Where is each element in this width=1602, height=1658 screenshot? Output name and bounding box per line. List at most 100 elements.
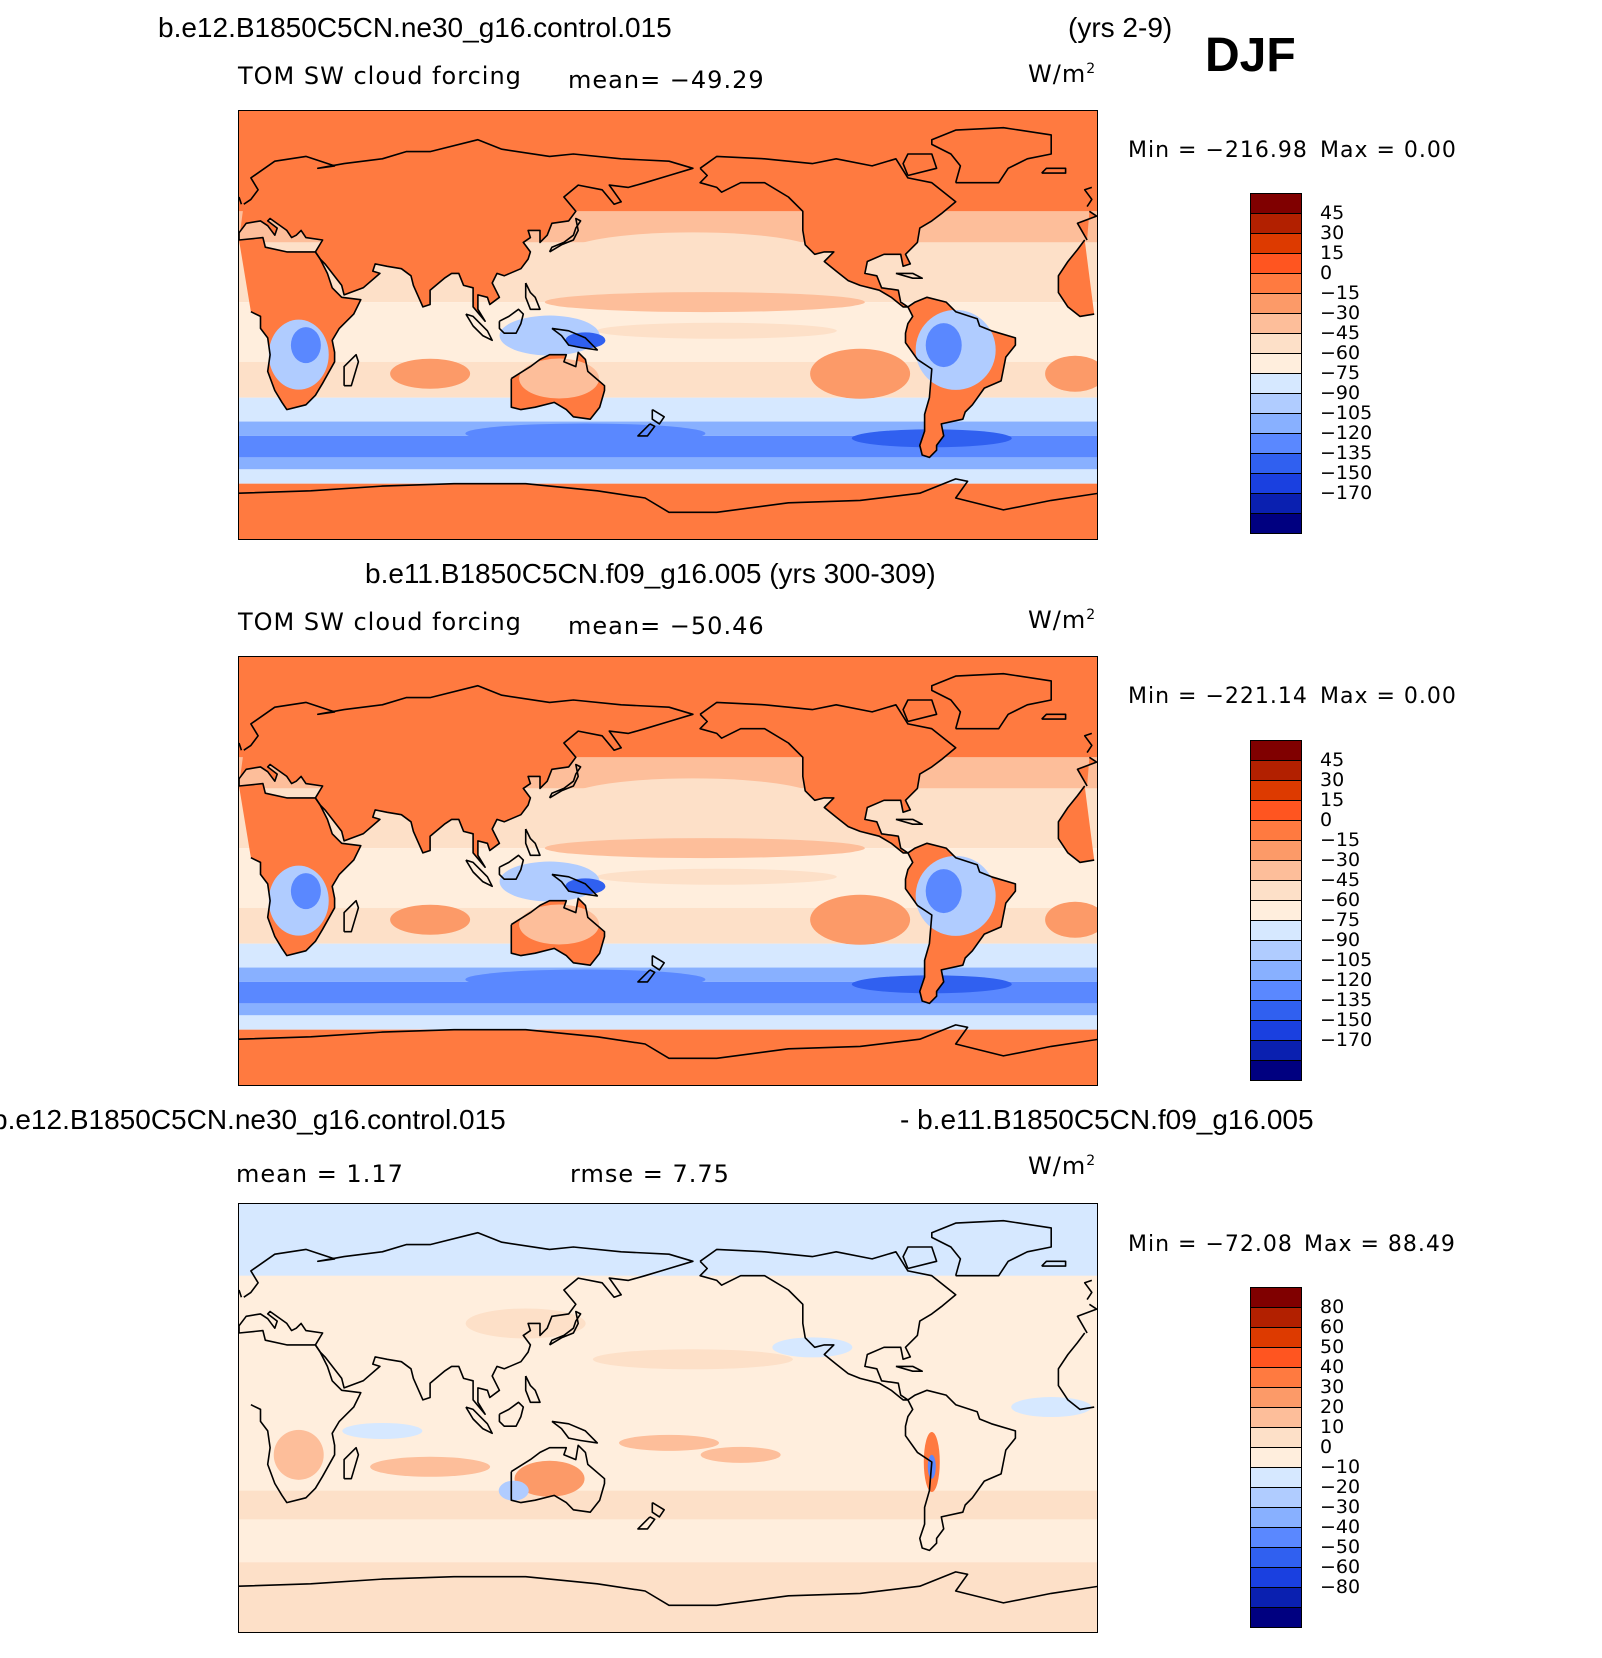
panel-1-map <box>238 110 1098 540</box>
colorbar-tick-label: −105 <box>1320 948 1373 971</box>
coastline <box>524 828 541 857</box>
colorbar-swatch <box>1250 780 1302 801</box>
colorbar-tick-label: −75 <box>1320 361 1361 384</box>
colorbar-swatch <box>1250 1607 1302 1628</box>
panel-3-max: Max = 88.49 <box>1304 1232 1456 1257</box>
colorbar-swatch <box>1250 1547 1302 1568</box>
panel-1-min: Min = −216.98 <box>1128 138 1308 163</box>
coastline <box>651 1501 666 1518</box>
coastline <box>343 1446 360 1480</box>
colorbar-swatch <box>1250 313 1302 334</box>
colorbar-swatch <box>1250 453 1302 474</box>
colorbar-tick-label: 0 <box>1320 1435 1333 1458</box>
coastline <box>239 684 694 868</box>
coastline <box>651 954 666 971</box>
coastline <box>904 842 1017 1005</box>
colorbar-swatch <box>1250 740 1302 761</box>
coastline <box>239 1231 694 1415</box>
colorbar-swatch <box>1250 333 1302 354</box>
panel-1-colorbar: 45 30 15 0 −15 −30 −45 −60 −75 −90 −105 −120 −135 −15… <box>1250 193 1372 534</box>
panel-3-case-title-right: - b.e11.B1850C5CN.f09_g16.005 <box>900 1104 1314 1135</box>
colorbar-swatch <box>1250 900 1302 921</box>
colorbar-swatch <box>1250 1587 1302 1608</box>
colorbar-tick-label: 40 <box>1320 1355 1345 1378</box>
colorbar-tick-label: −30 <box>1320 301 1361 324</box>
panel-3-units: W/m2 <box>1028 1152 1097 1180</box>
colorbar-tick-label: −80 <box>1320 1575 1361 1598</box>
colorbar-tick-label: 15 <box>1320 241 1345 264</box>
coastline <box>239 742 243 751</box>
panel-2-min: Min = −221.14 <box>1128 684 1308 709</box>
colorbar-tick-label: −135 <box>1320 441 1373 464</box>
coastline <box>465 313 493 342</box>
coastline <box>1083 1279 1093 1301</box>
colorbar-swatch <box>1250 213 1302 234</box>
colorbar-swatch <box>1250 880 1302 901</box>
coastline <box>524 282 541 311</box>
coastline <box>1041 167 1067 174</box>
colorbar-tick-label: −30 <box>1320 1495 1361 1518</box>
colorbar-tick-label: −60 <box>1320 341 1361 364</box>
case-title-top: b.e12.B1850C5CN.ne30_g16.control.015 <box>158 12 672 43</box>
coastline <box>498 854 525 880</box>
coastline <box>930 672 1053 730</box>
colorbar-swatch <box>1250 1287 1302 1308</box>
colorbar-swatch <box>1250 840 1302 861</box>
coastline <box>1057 1332 1095 1411</box>
colorbar-tick-label: −90 <box>1320 381 1361 404</box>
colorbar-swatch <box>1250 1040 1302 1061</box>
colorbar-tick-label: −60 <box>1320 888 1361 911</box>
colorbar-swatch <box>1250 253 1302 274</box>
coastline <box>930 126 1053 184</box>
colorbar-swatch <box>1250 1447 1302 1468</box>
colorbar-swatch <box>1250 1387 1302 1408</box>
coastline <box>904 296 1017 459</box>
colorbar-tick-label: −20 <box>1320 1475 1361 1498</box>
colorbar-tick-label: 20 <box>1320 1395 1345 1418</box>
coastline <box>510 1444 606 1514</box>
colorbar-tick-label: −120 <box>1320 968 1373 991</box>
colorbar-tick-label: −60 <box>1320 1555 1361 1578</box>
colorbar-tick-label: −150 <box>1320 461 1373 484</box>
coastline <box>1057 785 1095 864</box>
colorbar-swatch <box>1250 293 1302 314</box>
coastline <box>904 1389 1017 1552</box>
coastline <box>1041 713 1067 720</box>
coastline <box>548 217 582 253</box>
colorbar-swatch <box>1250 1527 1302 1548</box>
coastline <box>498 1401 525 1427</box>
colorbar-swatch <box>1250 960 1302 981</box>
colorbar-tick-label: −15 <box>1320 281 1361 304</box>
colorbar-swatch <box>1250 920 1302 941</box>
panel-3-map <box>238 1203 1098 1633</box>
coastline <box>551 1420 599 1444</box>
coastline <box>498 308 525 334</box>
colorbar-tick-label: −90 <box>1320 928 1361 951</box>
coastline <box>551 327 599 351</box>
coastline <box>239 236 362 411</box>
coastline <box>1083 732 1093 754</box>
panel-2-case-title: b.e11.B1850C5CN.f09_g16.005 (yrs 300-309… <box>365 558 936 589</box>
panel-2-units: W/m2 <box>1028 606 1097 634</box>
colorbar-tick-label: 45 <box>1320 201 1345 224</box>
colorbar-tick-label: −150 <box>1320 1008 1373 1031</box>
colorbar-swatch <box>1250 760 1302 781</box>
colorbar-tick-label: −15 <box>1320 828 1361 851</box>
coastline <box>1041 1260 1067 1267</box>
coastline <box>465 1406 493 1435</box>
colorbar-tick-label: −75 <box>1320 908 1361 931</box>
coastline <box>239 1024 1097 1060</box>
panel-2-map <box>238 656 1098 1086</box>
panel-3-mean: mean = 1.17 <box>236 1160 404 1188</box>
coastline <box>895 818 924 825</box>
coastline <box>902 153 938 177</box>
colorbar-tick-label: −10 <box>1320 1455 1361 1478</box>
coastline <box>343 899 360 933</box>
coastline <box>548 763 582 799</box>
colorbar-swatch <box>1250 1347 1302 1368</box>
colorbar-swatch <box>1250 940 1302 961</box>
coastline <box>637 969 656 983</box>
coastline <box>524 1375 541 1404</box>
coastline <box>902 1246 938 1270</box>
season-label: DJF <box>1205 29 1296 82</box>
